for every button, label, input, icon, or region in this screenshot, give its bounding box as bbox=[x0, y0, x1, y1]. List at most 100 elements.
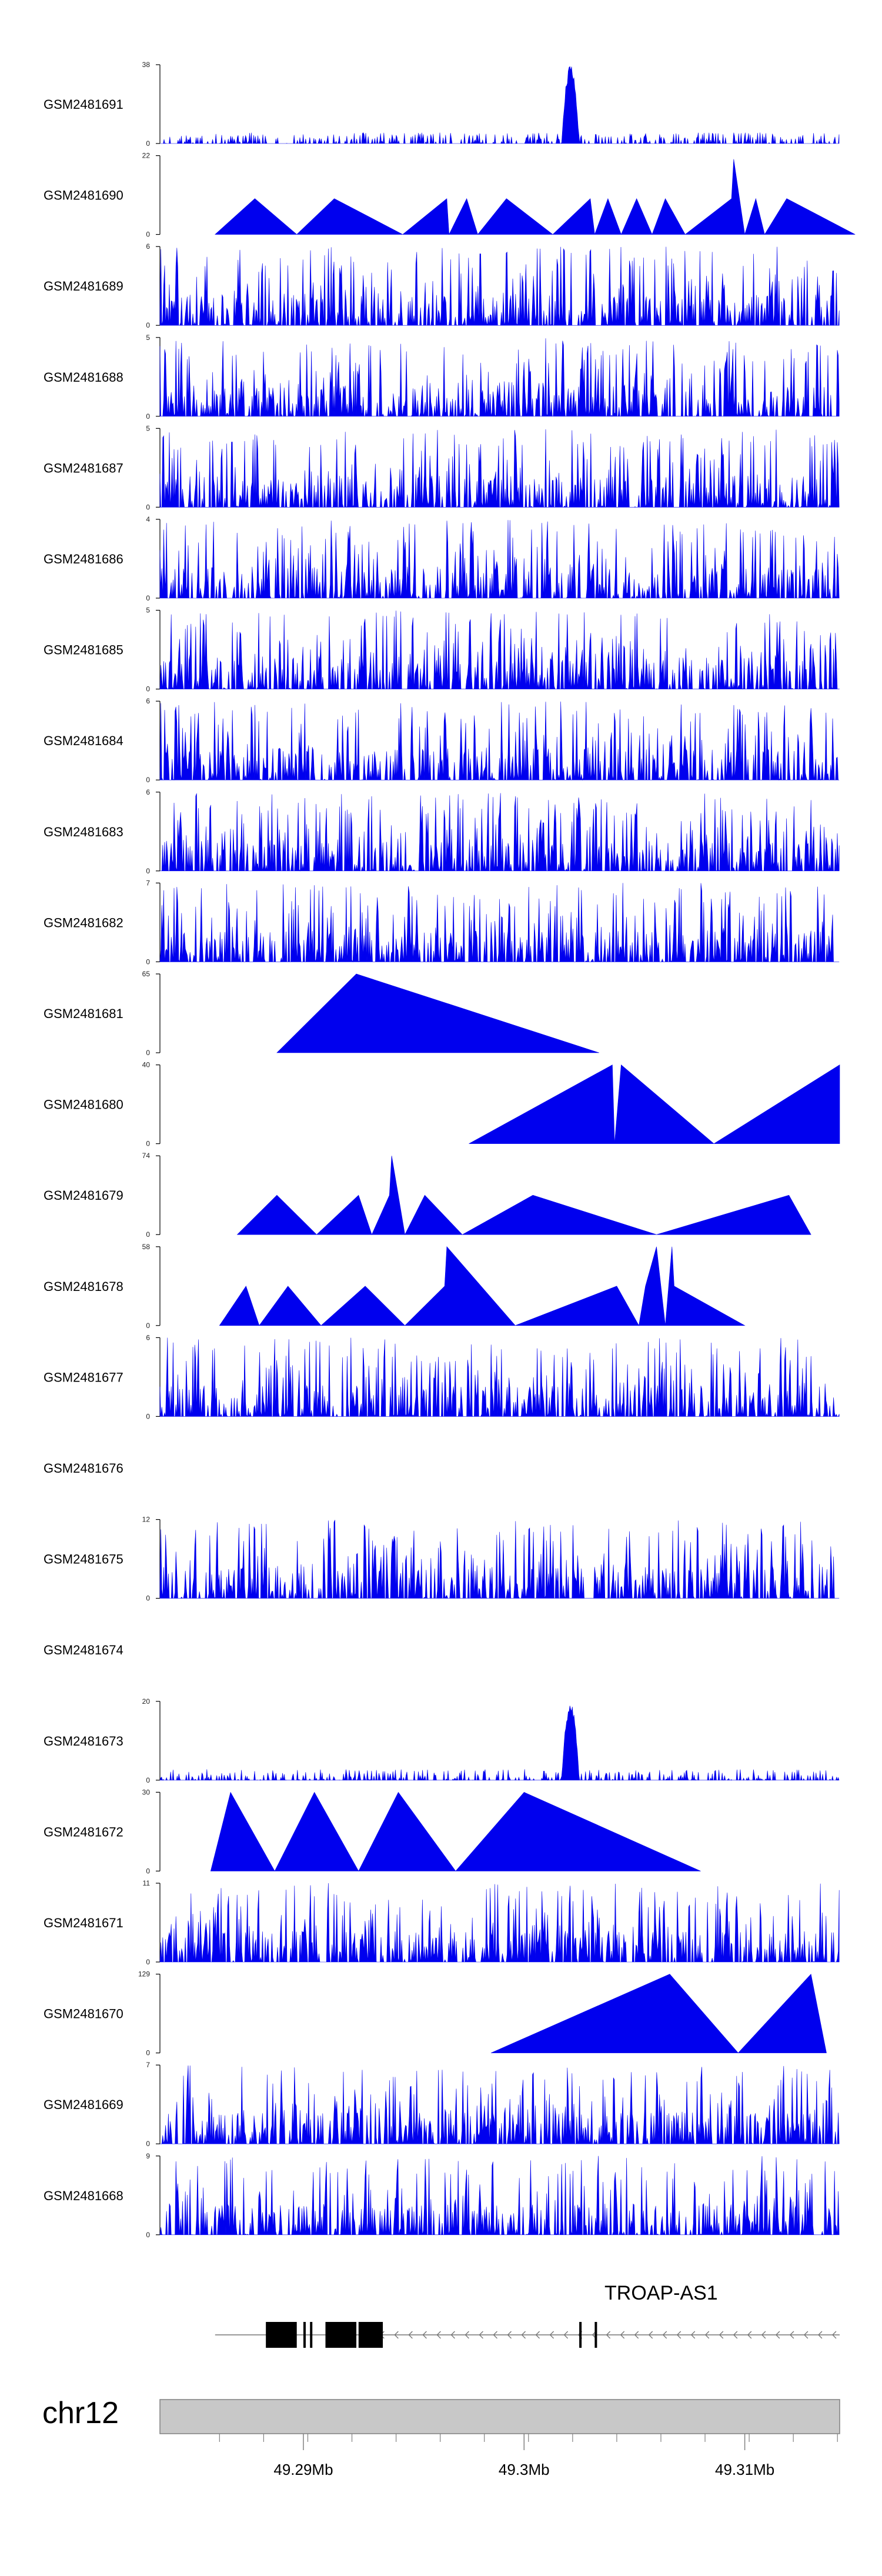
signal-area bbox=[159, 701, 840, 781]
y-max-label: 11 bbox=[143, 1879, 151, 1887]
strand-arrow-icon bbox=[606, 2331, 611, 2339]
signal-area bbox=[159, 883, 840, 963]
strand-arrow-icon bbox=[817, 2331, 823, 2339]
track-GSM2481682: GSM2481682 7 0 bbox=[44, 879, 840, 966]
track-GSM2481672: GSM2481672 30 0 bbox=[44, 1788, 701, 1875]
chromosome-axis: chr12 49.29Mb 49.3Mb 49.31Mb bbox=[42, 2396, 840, 2478]
y-min-label: 0 bbox=[146, 776, 150, 784]
y-min-label: 0 bbox=[146, 1322, 150, 1330]
strand-arrow-icon bbox=[450, 2331, 455, 2339]
signal-area bbox=[210, 1791, 701, 1872]
y-min-label: 0 bbox=[146, 2231, 150, 2239]
y-max-label: 74 bbox=[142, 1152, 151, 1160]
y-max-label: 6 bbox=[146, 697, 150, 705]
y-max-label: 6 bbox=[146, 242, 150, 251]
y-max-label: 22 bbox=[142, 152, 151, 160]
strand-arrow-icon bbox=[549, 2331, 554, 2339]
axis-tick-label: 49.31Mb bbox=[715, 2461, 774, 2478]
track-GSM2481668: GSM2481668 9 0 bbox=[44, 2152, 840, 2239]
track-label: GSM2481674 bbox=[44, 1643, 123, 1657]
strand-arrow-icon bbox=[493, 2331, 497, 2339]
signal-area bbox=[215, 159, 856, 235]
track-label: GSM2481683 bbox=[44, 825, 123, 839]
signal-area bbox=[160, 2065, 840, 2145]
y-min-label: 0 bbox=[146, 503, 150, 511]
y-max-label: 65 bbox=[142, 970, 151, 978]
strand-arrow-icon bbox=[521, 2331, 526, 2339]
strand-arrow-icon bbox=[803, 2331, 808, 2339]
gene-label: TROAP-AS1 bbox=[604, 2282, 718, 2304]
y-max-label: 5 bbox=[146, 606, 150, 615]
y-min-label: 0 bbox=[146, 1230, 150, 1239]
y-min-label: 0 bbox=[146, 2049, 150, 2057]
track-label: GSM2481678 bbox=[44, 1279, 123, 1294]
strand-arrow-icon bbox=[507, 2331, 512, 2339]
signal-area bbox=[219, 1246, 746, 1326]
axis-tick-label: 49.29Mb bbox=[273, 2461, 333, 2478]
strand-arrow-icon bbox=[662, 2331, 667, 2339]
track-label: GSM2481672 bbox=[44, 1824, 123, 1839]
chromosome-label: chr12 bbox=[42, 2396, 119, 2430]
track-GSM2481687: GSM2481687 5 0 bbox=[44, 424, 840, 511]
track-label: GSM2481686 bbox=[44, 552, 123, 566]
track-label: GSM2481690 bbox=[44, 188, 123, 203]
track-GSM2481676: GSM2481676 bbox=[44, 1461, 123, 1476]
track-GSM2481683: GSM2481683 6 0 bbox=[44, 788, 840, 875]
y-min-label: 0 bbox=[146, 1049, 150, 1057]
y-min-label: 0 bbox=[146, 321, 150, 329]
gene-exon-small bbox=[579, 2322, 582, 2348]
y-max-label: 40 bbox=[142, 1061, 151, 1069]
track-label: GSM2481676 bbox=[44, 1461, 123, 1476]
y-max-label: 7 bbox=[146, 879, 150, 887]
signal-area bbox=[469, 1064, 840, 1144]
gene-exon bbox=[325, 2322, 357, 2348]
signal-area bbox=[159, 610, 840, 690]
signal-area bbox=[159, 1337, 840, 1417]
gene-exon-small bbox=[310, 2322, 313, 2348]
y-max-label: 5 bbox=[146, 424, 150, 432]
y-min-label: 0 bbox=[146, 1140, 150, 1148]
track-label: GSM2481679 bbox=[44, 1188, 123, 1203]
signal-area bbox=[160, 66, 840, 145]
track-GSM2481690: GSM2481690 22 0 bbox=[44, 152, 856, 239]
track-GSM2481670: GSM2481670 129 0 bbox=[44, 1970, 827, 2057]
strand-arrow-icon bbox=[690, 2331, 696, 2339]
strand-arrow-icon bbox=[775, 2331, 780, 2339]
track-GSM2481674: GSM2481674 bbox=[44, 1643, 123, 1657]
y-min-label: 0 bbox=[146, 867, 150, 875]
y-min-label: 0 bbox=[146, 412, 150, 421]
track-GSM2481684: GSM2481684 6 0 bbox=[44, 697, 840, 784]
track-GSM2481688: GSM2481688 5 0 bbox=[44, 333, 840, 421]
strand-arrow-icon bbox=[719, 2331, 724, 2339]
track-GSM2481669: GSM2481669 7 0 bbox=[44, 2061, 840, 2148]
y-max-label: 4 bbox=[146, 515, 150, 523]
strand-arrow-icon bbox=[789, 2331, 794, 2339]
track-GSM2481677: GSM2481677 6 0 bbox=[44, 1333, 840, 1420]
y-min-label: 0 bbox=[146, 1776, 150, 1784]
track-GSM2481680: GSM2481680 40 0 bbox=[44, 1061, 840, 1148]
y-min-label: 0 bbox=[146, 957, 150, 966]
y-min-label: 0 bbox=[146, 139, 150, 148]
gene-annotation-track: TROAP-AS1 bbox=[215, 2282, 840, 2348]
y-max-label: 12 bbox=[142, 1516, 151, 1524]
track-label: GSM2481671 bbox=[44, 1916, 123, 1930]
y-min-label: 0 bbox=[146, 1594, 150, 1603]
gene-model bbox=[215, 2322, 840, 2348]
y-max-label: 9 bbox=[146, 2152, 150, 2160]
y-max-label: 20 bbox=[142, 1697, 151, 1706]
signal-area bbox=[490, 1973, 827, 2054]
strand-arrow-icon bbox=[704, 2331, 710, 2339]
strand-arrow-icon bbox=[634, 2331, 639, 2339]
y-min-label: 0 bbox=[146, 1412, 150, 1420]
track-label: GSM2481680 bbox=[44, 1097, 123, 1112]
track-GSM2481671: GSM2481671 11 0 bbox=[44, 1879, 840, 1966]
strand-arrow-icon bbox=[422, 2331, 427, 2339]
y-min-label: 0 bbox=[146, 1958, 150, 1966]
track-label: GSM2481687 bbox=[44, 461, 123, 475]
track-GSM2481673: GSM2481673 20 0 bbox=[44, 1697, 840, 1784]
track-GSM2481689: GSM2481689 6 0 bbox=[44, 242, 840, 329]
track-label: GSM2481673 bbox=[44, 1734, 123, 1749]
strand-arrow-icon bbox=[648, 2331, 653, 2339]
track-GSM2481675: GSM2481675 12 0 bbox=[44, 1516, 840, 1603]
